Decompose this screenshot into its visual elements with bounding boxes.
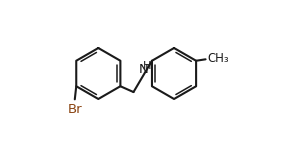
Text: N: N [139,63,148,76]
Text: CH₃: CH₃ [207,52,229,65]
Text: Br: Br [68,103,82,116]
Text: H: H [143,61,151,71]
